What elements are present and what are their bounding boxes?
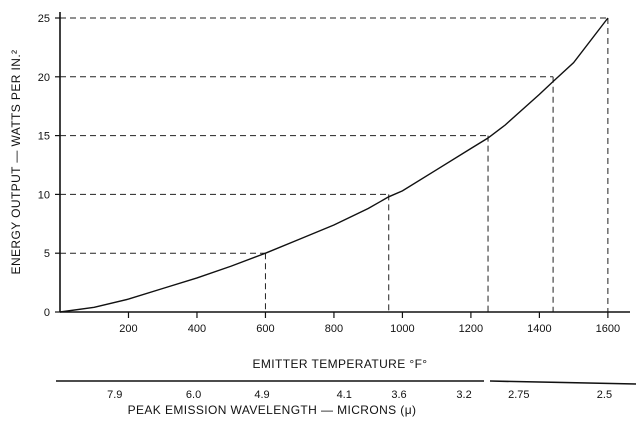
wavelength-label-5: 3.2 xyxy=(456,389,471,401)
y-tick-label-5: 5 xyxy=(44,248,50,260)
x-tick-label-1600: 1600 xyxy=(596,323,620,335)
y-tick-label-20: 20 xyxy=(38,72,50,84)
x-tick-label-1200: 1200 xyxy=(459,323,483,335)
wavelength-label-1: 6.0 xyxy=(186,389,201,401)
y-tick-label-10: 10 xyxy=(38,189,50,201)
wavelength-label-0: 7.9 xyxy=(107,389,122,401)
x-tick-label-600: 600 xyxy=(256,323,274,335)
wavelength-label-3: 4.1 xyxy=(337,389,352,401)
x-tick-label-1000: 1000 xyxy=(390,323,414,335)
wavelength-label-4: 3.6 xyxy=(391,389,406,401)
axis-ticks: 0 5 10 15 20 25 200 400 600 800 1000 1200 1400 1600 xyxy=(38,13,620,335)
curve-layer xyxy=(59,17,609,313)
reference-guides xyxy=(60,17,609,312)
wavelength-label-6: 2.75 xyxy=(508,389,529,401)
y-tick-label-0: 0 xyxy=(44,307,50,319)
x-tick-label-200: 200 xyxy=(119,323,137,335)
y-tick-label-25: 25 xyxy=(38,13,50,25)
axes xyxy=(59,12,630,313)
x-tick-label-800: 800 xyxy=(325,323,343,335)
wavelength-axis-title: PEAK EMISSION WAVELENGTH — MICRONS (μ) xyxy=(128,403,417,417)
y-tick-label-15: 15 xyxy=(38,131,50,143)
x-tick-label-1400: 1400 xyxy=(527,323,551,335)
series-line-0 xyxy=(59,17,609,313)
y-axis-title: ENERGY OUTPUT — WATTS PER IN.² xyxy=(9,50,23,275)
wavelength-label-7: 2.5 xyxy=(597,389,612,401)
x-axis-title: EMITTER TEMPERATURE °F° xyxy=(252,357,427,371)
x-tick-label-400: 400 xyxy=(188,323,206,335)
wavelength-label-2: 4.9 xyxy=(254,389,269,401)
temperature-divider-right xyxy=(489,380,637,385)
wavelength-scale: 7.9 6.0 4.9 4.1 3.6 3.2 2.75 2.5 xyxy=(107,389,612,401)
